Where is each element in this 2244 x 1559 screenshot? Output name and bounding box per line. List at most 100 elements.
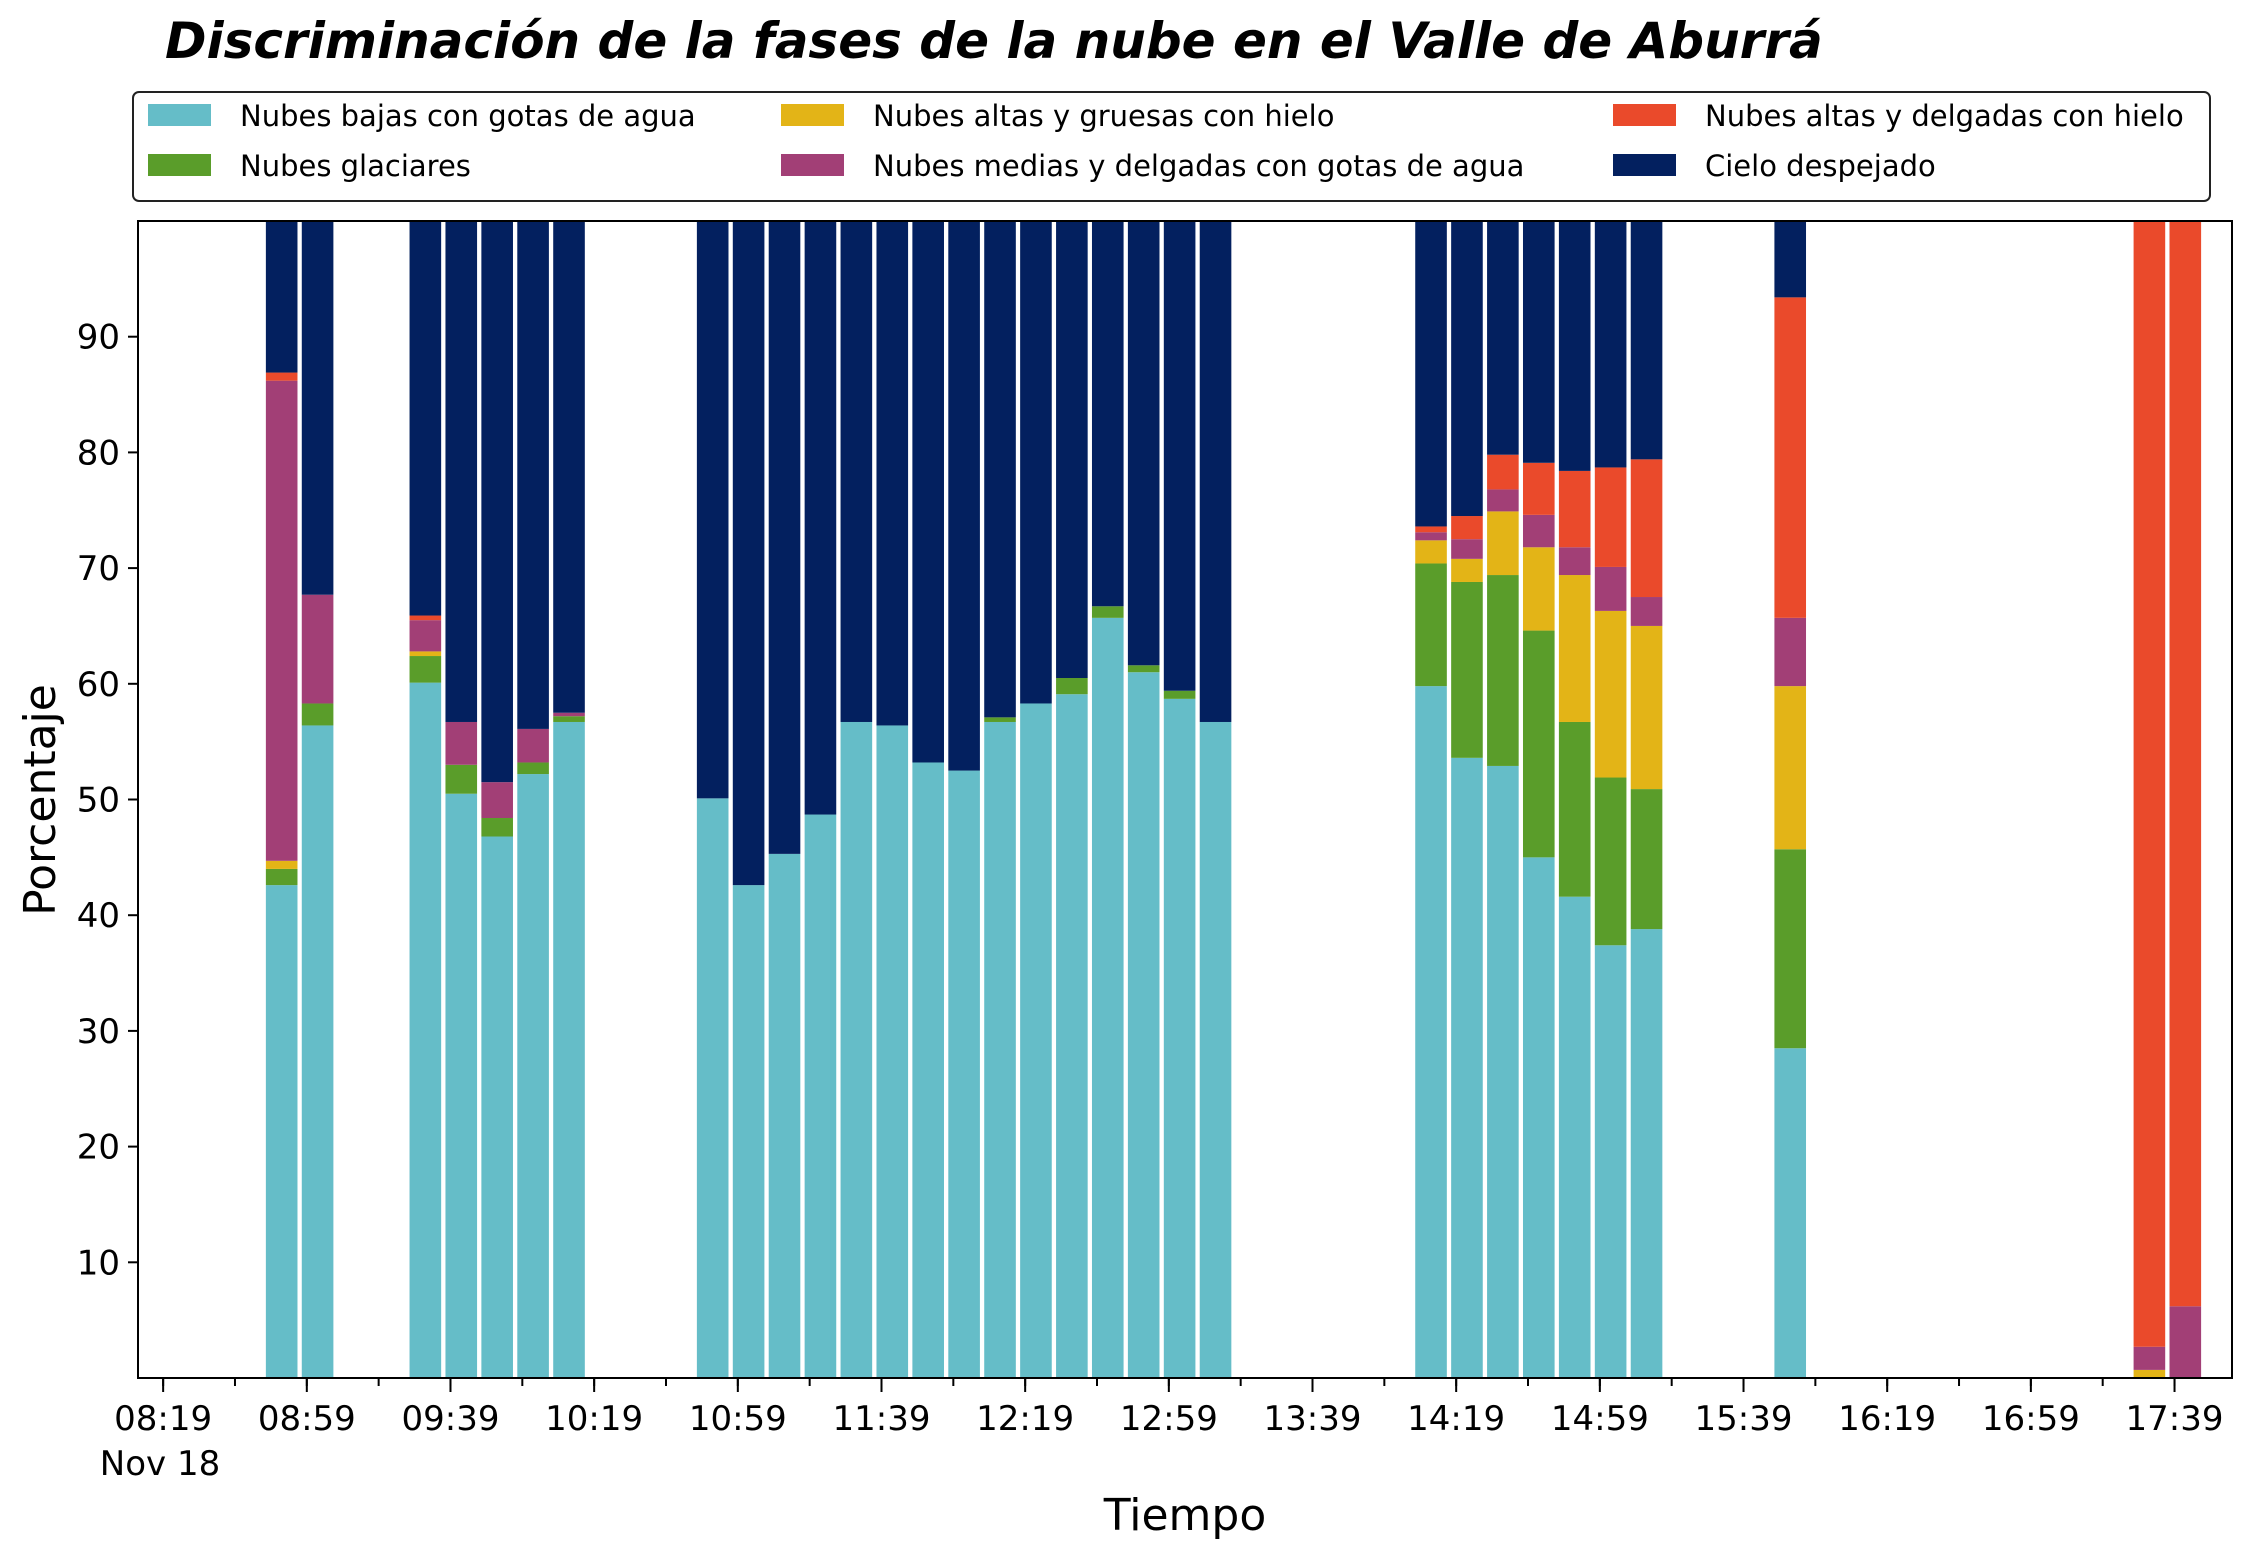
bar-segment bbox=[301, 725, 334, 1378]
bar-segment bbox=[1630, 625, 1663, 790]
legend-swatch bbox=[148, 154, 211, 176]
bar-segment bbox=[517, 774, 549, 1378]
x-tick-label: 14:59 bbox=[1551, 1399, 1649, 1439]
bar-segment bbox=[1415, 686, 1447, 1378]
bar-segment bbox=[2133, 1346, 2166, 1370]
bar-segment bbox=[1558, 721, 1591, 897]
x-axis: 08:19 08:59 09:39 10:19 10:59 11:39 12:19 12:59… bbox=[114, 1378, 2224, 1439]
bar-segment bbox=[1127, 672, 1160, 1378]
bar-segment bbox=[1091, 606, 1124, 618]
bar-segment bbox=[265, 868, 298, 886]
bar-segment bbox=[1594, 610, 1627, 778]
bar-segment bbox=[1594, 566, 1627, 611]
bar-segment bbox=[1163, 698, 1196, 1378]
legend-swatch bbox=[1613, 104, 1676, 126]
bar-segment bbox=[445, 793, 478, 1378]
bar-segment bbox=[1774, 221, 1807, 298]
bar-segment bbox=[445, 721, 478, 765]
bar-segment bbox=[1451, 581, 1483, 758]
bar-segment bbox=[1487, 765, 1519, 1378]
bar-segment bbox=[876, 221, 909, 726]
bar-segment bbox=[1091, 221, 1124, 607]
x-tick-label: 10:59 bbox=[689, 1399, 787, 1439]
bar-segment bbox=[696, 798, 729, 1378]
x-tick-label: 16:59 bbox=[1982, 1399, 2080, 1439]
bar-segment bbox=[948, 221, 980, 771]
bar-segment bbox=[1487, 575, 1519, 766]
legend: Nubes bajas con gotas de agua Nubes glaci… bbox=[132, 91, 2211, 202]
bar-segment bbox=[1487, 454, 1519, 490]
legend-swatch bbox=[148, 104, 211, 126]
y-tick-label: 20 bbox=[77, 1128, 120, 1168]
x-tick-label: 12:59 bbox=[1120, 1399, 1218, 1439]
bar-segment bbox=[1630, 459, 1663, 598]
bar-segment bbox=[1451, 516, 1483, 540]
bar-segment bbox=[876, 725, 909, 1378]
legend-label: Nubes bajas con gotas de agua bbox=[240, 99, 696, 133]
bar-segment bbox=[1558, 221, 1591, 471]
bar-segment bbox=[481, 818, 513, 837]
bar-segment bbox=[409, 651, 442, 657]
bar-segment bbox=[840, 221, 873, 722]
chart-title: Discriminación de la fases de la nube en… bbox=[165, 12, 1823, 70]
bar-segment bbox=[1056, 678, 1088, 695]
bar-segment bbox=[2133, 221, 2166, 1347]
x-tick-label: 11:39 bbox=[833, 1399, 931, 1439]
bar-segment bbox=[553, 721, 585, 1378]
bar-segment bbox=[1630, 929, 1663, 1378]
bar-segment bbox=[1774, 686, 1807, 850]
bar-segment bbox=[1127, 665, 1160, 673]
bar-segment bbox=[1594, 777, 1627, 946]
x-axis-label: Tiempo bbox=[1103, 1490, 1267, 1541]
bar-segment bbox=[948, 770, 980, 1378]
bar-segment bbox=[768, 853, 801, 1378]
bar-segment bbox=[265, 380, 298, 861]
bar-segment bbox=[804, 814, 837, 1378]
bar-segment bbox=[1199, 221, 1232, 722]
bar-segment bbox=[1451, 221, 1483, 517]
bar-segment bbox=[1451, 558, 1483, 582]
legend-frame bbox=[132, 91, 2211, 202]
legend-label: Nubes altas y gruesas con hielo bbox=[873, 99, 1334, 133]
bar-segment bbox=[1163, 690, 1196, 699]
bar-segment bbox=[265, 372, 298, 381]
bar-segment bbox=[517, 221, 549, 729]
bar-segment bbox=[804, 221, 837, 815]
bar-segment bbox=[1415, 532, 1447, 541]
bar-segment bbox=[1415, 526, 1447, 533]
bar-segment bbox=[1774, 1048, 1807, 1378]
y-axis-label: Porcentaje bbox=[15, 684, 66, 916]
bar-segment bbox=[1487, 221, 1519, 455]
x-tick-label: 12:19 bbox=[976, 1399, 1074, 1439]
bar-segment bbox=[409, 615, 442, 621]
bar-segment bbox=[265, 860, 298, 869]
bar-segment bbox=[517, 762, 549, 775]
bar-segment bbox=[1594, 945, 1627, 1378]
bar-segment bbox=[301, 703, 334, 726]
bar-segment bbox=[553, 221, 585, 713]
x-tick-label: 10:19 bbox=[545, 1399, 643, 1439]
bar-segment bbox=[517, 728, 549, 763]
bar-segment bbox=[2169, 221, 2202, 1307]
legend-label: Cielo despejado bbox=[1705, 149, 1936, 183]
y-tick-label: 40 bbox=[77, 896, 120, 936]
y-tick-label: 90 bbox=[77, 318, 120, 358]
legend-label: Nubes glaciares bbox=[240, 149, 471, 183]
bar-segment bbox=[1774, 849, 1807, 1049]
bar-segment bbox=[1020, 221, 1052, 704]
bar-segment bbox=[1127, 221, 1160, 666]
y-tick-label: 60 bbox=[77, 665, 120, 705]
x-tick-label: 09:39 bbox=[401, 1399, 499, 1439]
bar-segment bbox=[1415, 540, 1447, 564]
bar-segment bbox=[1199, 721, 1232, 1378]
bar-segment bbox=[409, 221, 442, 616]
bar-segment bbox=[1163, 221, 1196, 691]
y-tick-label: 30 bbox=[77, 1012, 120, 1052]
bar-segment bbox=[553, 712, 585, 717]
y-tick-label: 70 bbox=[77, 549, 120, 589]
bar-segment bbox=[1522, 221, 1555, 463]
bar-segment bbox=[984, 717, 1016, 722]
bar-segment bbox=[1487, 489, 1519, 512]
bar-segment bbox=[481, 221, 513, 783]
legend-swatch bbox=[781, 104, 844, 126]
